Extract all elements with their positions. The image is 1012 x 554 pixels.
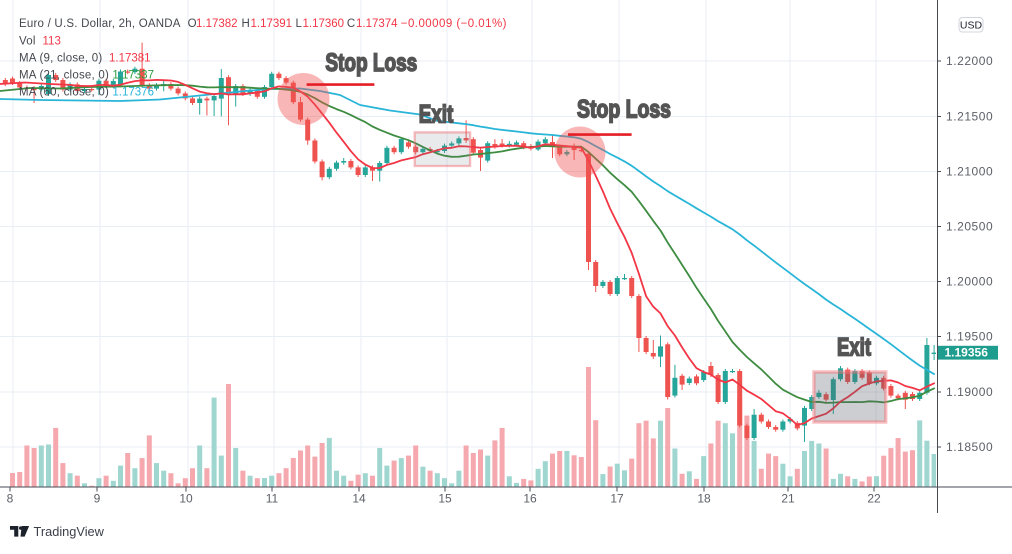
svg-text:Vol: Vol — [19, 35, 36, 47]
svg-text:1.21000: 1.21000 — [946, 165, 993, 179]
svg-text:MA (60, close, 0): MA (60, close, 0) — [19, 87, 109, 99]
svg-text:113: 113 — [43, 35, 61, 47]
svg-text:8: 8 — [7, 492, 14, 506]
svg-text:1.18500: 1.18500 — [946, 440, 993, 454]
svg-text:9: 9 — [94, 492, 101, 506]
svg-text:USD: USD — [960, 19, 983, 31]
svg-text:1.17381: 1.17381 — [109, 52, 151, 64]
svg-text:Euro / U.S. Dollar, 2h, OANDA: Euro / U.S. Dollar, 2h, OANDA — [19, 18, 181, 30]
svg-text:Exit: Exit — [419, 101, 454, 129]
svg-text:14: 14 — [352, 492, 366, 506]
svg-text:MA (9, close, 0): MA (9, close, 0) — [19, 52, 102, 64]
svg-text:1.17337: 1.17337 — [112, 70, 154, 82]
svg-text:16: 16 — [523, 492, 537, 506]
svg-text:1.20500: 1.20500 — [946, 220, 993, 234]
svg-text:1.17391: 1.17391 — [251, 18, 293, 30]
svg-text:1.17360: 1.17360 — [303, 18, 345, 30]
svg-text:Exit: Exit — [837, 334, 871, 362]
svg-text:−0.00009 (−0.01%): −0.00009 (−0.01%) — [401, 18, 507, 30]
svg-text:1.22000: 1.22000 — [946, 54, 993, 68]
svg-text:11: 11 — [266, 492, 279, 506]
svg-text:21: 21 — [781, 492, 795, 506]
svg-text:22: 22 — [867, 492, 881, 506]
svg-text:15: 15 — [438, 492, 452, 506]
svg-text:1.19000: 1.19000 — [946, 385, 993, 399]
svg-text:H: H — [242, 18, 251, 30]
svg-text:Stop Loss: Stop Loss — [325, 49, 417, 77]
svg-text:Stop Loss: Stop Loss — [577, 96, 671, 124]
svg-text:1.20000: 1.20000 — [946, 275, 993, 289]
svg-text:MA (21, close, 0): MA (21, close, 0) — [19, 70, 109, 82]
svg-text:1.19356: 1.19356 — [945, 345, 989, 359]
svg-text:O: O — [188, 18, 197, 30]
svg-text:L: L — [296, 18, 303, 30]
svg-text:1.17376: 1.17376 — [112, 87, 154, 99]
svg-text:TradingView: TradingView — [34, 524, 105, 539]
svg-text:17: 17 — [610, 492, 624, 506]
svg-text:18: 18 — [697, 492, 711, 506]
svg-text:C: C — [347, 18, 356, 30]
svg-text:10: 10 — [179, 492, 193, 506]
svg-text:1.19500: 1.19500 — [946, 330, 993, 344]
svg-text:1.21500: 1.21500 — [946, 110, 993, 124]
svg-text:1.17374: 1.17374 — [356, 18, 398, 30]
svg-text:1.17382: 1.17382 — [196, 18, 238, 30]
